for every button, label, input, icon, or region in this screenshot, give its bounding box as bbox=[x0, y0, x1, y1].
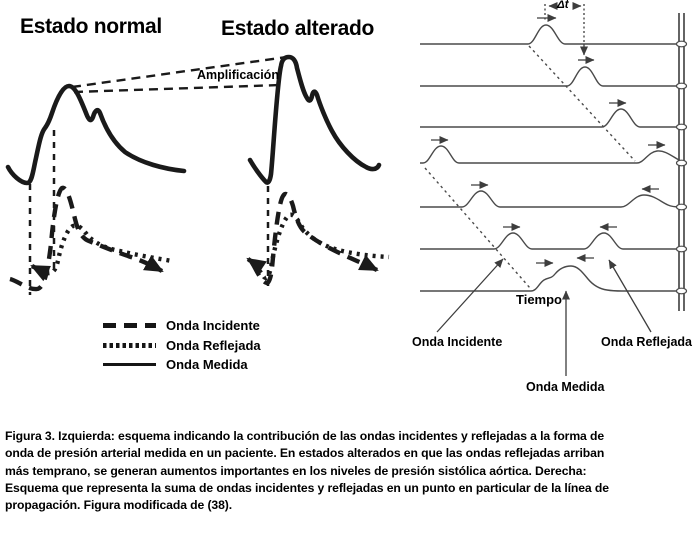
reflection-wall bbox=[675, 13, 688, 311]
figure-artwork bbox=[5, 2, 688, 376]
solid-line-icon bbox=[103, 363, 156, 367]
legend-label: Onda Medida bbox=[166, 357, 248, 373]
caption-line: onda de presión arterial medida en un pa… bbox=[5, 446, 605, 461]
dashed-line-icon bbox=[103, 323, 156, 329]
timing-guide-lines-normal bbox=[28, 130, 56, 295]
amplification-label: Amplificación bbox=[197, 68, 279, 82]
pulse-direction-arrows bbox=[431, 14, 666, 267]
measured-wave-label-right: Onda Medida bbox=[526, 380, 605, 394]
legend-label: Onda Incidente bbox=[166, 318, 260, 334]
normal-waveform-group bbox=[5, 83, 187, 295]
measured-wave-altered-curve bbox=[247, 54, 382, 185]
reflected-wave-label-right: Onda Reflejada bbox=[601, 335, 692, 349]
legend-item-incident: Onda Incidente bbox=[103, 316, 261, 336]
caption-line: Esquema que representa la suma de ondas … bbox=[5, 480, 609, 495]
reflected-wave-altered-curve bbox=[246, 212, 390, 281]
delta-t-label: Δt bbox=[557, 0, 569, 11]
snapshot-line-3 bbox=[420, 108, 681, 128]
time-axis-label: Tiempo bbox=[516, 292, 562, 307]
normal-state-title: Estado normal bbox=[20, 15, 162, 38]
legend-label: Onda Reflejada bbox=[166, 337, 261, 353]
altered-waveform-group bbox=[246, 54, 390, 286]
reflected-wave-normal-curve bbox=[30, 223, 173, 282]
amplification-upper-dashed-line bbox=[71, 55, 288, 89]
reflected-annotation-arrow bbox=[608, 259, 652, 333]
snapshot-line-1 bbox=[420, 24, 681, 45]
annotation-arrows bbox=[436, 258, 652, 376]
propagation-diagram bbox=[420, 2, 688, 376]
incident-wave-altered-curve bbox=[251, 191, 379, 286]
dotted-line-icon bbox=[103, 342, 156, 348]
amplification-lines bbox=[71, 55, 288, 94]
altered-state-title: Estado alterado bbox=[221, 17, 375, 40]
snapshot-line-2 bbox=[420, 66, 681, 87]
incident-wave-label-right: Onda Incidente bbox=[412, 335, 503, 349]
incident-wave-normal-curve bbox=[9, 185, 164, 292]
snapshot-line-4 bbox=[420, 145, 682, 164]
caption-line: propagación. Figura modificada de (38). bbox=[5, 498, 233, 513]
wavefront-diagonal-1 bbox=[528, 45, 636, 162]
wavefront-diagonal-2 bbox=[424, 167, 531, 289]
waveform-legend: Onda Incidente Onda Reflejada Onda Medid… bbox=[103, 316, 261, 375]
measured-wave-normal-curve bbox=[5, 83, 187, 186]
snapshot-line-7-sum bbox=[420, 265, 681, 292]
caption-line: Figura 3. Izquierda: esquema indicando l… bbox=[5, 429, 605, 443]
incident-annotation-arrow bbox=[436, 258, 504, 333]
snapshot-line-5 bbox=[420, 190, 682, 208]
amplification-lower-dashed-line bbox=[73, 83, 282, 94]
caption-line: más temprano, se generan aumentos import… bbox=[5, 463, 587, 478]
delta-t-marker bbox=[544, 2, 588, 56]
snapshot-line-6 bbox=[420, 232, 681, 250]
legend-item-measured: Onda Medida bbox=[103, 355, 261, 375]
legend-item-reflected: Onda Reflejada bbox=[103, 336, 261, 356]
figure-caption: Figura 3. Izquierda: esquema indicando l… bbox=[5, 428, 697, 514]
